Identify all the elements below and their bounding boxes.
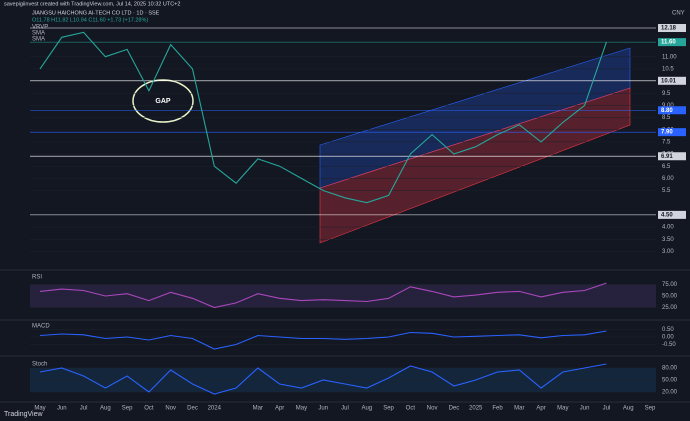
y-tick-label: 20.00 (662, 390, 678, 396)
x-tick-label: 2025 (469, 406, 483, 412)
level-label: 7.90 (661, 130, 673, 136)
x-tick-label: 2024 (208, 406, 222, 412)
y-tick-label: 9.5 (662, 91, 671, 97)
y-tick-label: 3.50 (662, 237, 674, 243)
x-tick-label: Oct (406, 406, 416, 412)
y-tick-label: 25.00 (662, 305, 678, 311)
footer: TradingView (4, 411, 43, 418)
y-tick-label: 80.00 (662, 366, 678, 372)
x-tick-label: Oct (144, 406, 154, 412)
x-tick-label: Jun (580, 406, 590, 412)
price-line (39, 31, 607, 204)
level-label: 11.60 (661, 40, 676, 46)
y-tick-label: 9.00 (662, 103, 674, 109)
x-tick-label: Jun (318, 406, 328, 412)
credit: savepigiinvest created with TradingView.… (4, 1, 180, 7)
legend-item: SMA (32, 31, 45, 37)
y-tick-label: 6.5 (662, 164, 671, 170)
annotation: GAP (155, 98, 171, 105)
level-tag (658, 76, 686, 85)
x-tick-label: Jun (57, 406, 67, 412)
level-tag (658, 128, 686, 137)
pane-name: Stoch (32, 362, 47, 368)
x-tick-label: May (296, 406, 307, 412)
y-tick-label: 11.00 (662, 54, 677, 60)
level-label: 6.91 (661, 154, 673, 160)
y-tick-label: 3.00 (662, 249, 674, 255)
channel-lower (319, 87, 631, 244)
y-tick-label: 75.00 (662, 282, 678, 288)
x-tick-label: Feb (492, 406, 503, 412)
y-tick-label: 6.00 (662, 176, 674, 182)
x-tick-label: Aug (361, 406, 372, 412)
x-tick-label: Apr (275, 406, 284, 412)
level-tag (658, 24, 686, 33)
level-label: 10.01 (661, 78, 677, 84)
x-tick-label: Mar (253, 406, 263, 412)
x-tick-label: Jul (603, 406, 611, 412)
y-tick-label: 10.5 (662, 66, 674, 72)
x-tick-label: Sep (645, 406, 656, 412)
level-tag (658, 38, 686, 47)
x-tick-label: May (557, 406, 568, 412)
indicator-line (39, 330, 607, 350)
x-tick-label: Aug (623, 406, 634, 412)
y-tick-label: 8.5 (662, 115, 671, 121)
gap-circle (132, 79, 194, 123)
pane-name: RSI (32, 275, 42, 281)
y-tick-label: 0.50 (662, 327, 674, 333)
x-tick-label: Jul (341, 406, 349, 412)
indicator-line (39, 282, 607, 309)
y-tick-label: 7.5 (662, 139, 671, 145)
x-tick-label: Mar (514, 406, 524, 412)
y-tick-label: 0.00 (662, 335, 674, 341)
ohlc: O11.78 H11.82 L10.94 C11.60 +1.73 (+17.2… (32, 17, 148, 23)
level-label: 12.18 (661, 26, 677, 32)
level-tag (658, 210, 686, 219)
x-tick-label: Sep (122, 406, 133, 412)
x-tick-label: Jul (80, 406, 88, 412)
x-tick-label: May (34, 406, 45, 412)
pane-name: MACD (32, 324, 50, 330)
level-label: 8.80 (661, 108, 673, 114)
legend-item: VRVP (32, 25, 48, 31)
x-tick-label: Aug (100, 406, 111, 412)
x-tick-label: Dec (449, 406, 460, 412)
level-tag (658, 106, 686, 115)
level-tag (658, 152, 686, 161)
currency: CNY (672, 11, 685, 17)
level-label: 4.50 (661, 212, 673, 218)
y-tick-label: 50.00 (662, 294, 678, 300)
y-tick-label: 5.5 (662, 188, 671, 194)
x-tick-label: Apr (536, 406, 545, 412)
legend-item: SMA (32, 37, 45, 43)
indicator-line (39, 363, 607, 395)
x-tick-label: Nov (427, 406, 438, 412)
y-tick-label: 4.00 (662, 225, 674, 231)
y-tick-label: 50.00 (662, 378, 678, 384)
y-tick-label: -0.50 (662, 342, 676, 348)
x-tick-label: Sep (383, 406, 394, 412)
x-tick-label: Dec (187, 406, 198, 412)
chart-title: JIANGSU HAICHONG AI-TECH CO LTD · 1D · S… (32, 10, 160, 16)
x-tick-label: Nov (165, 406, 176, 412)
